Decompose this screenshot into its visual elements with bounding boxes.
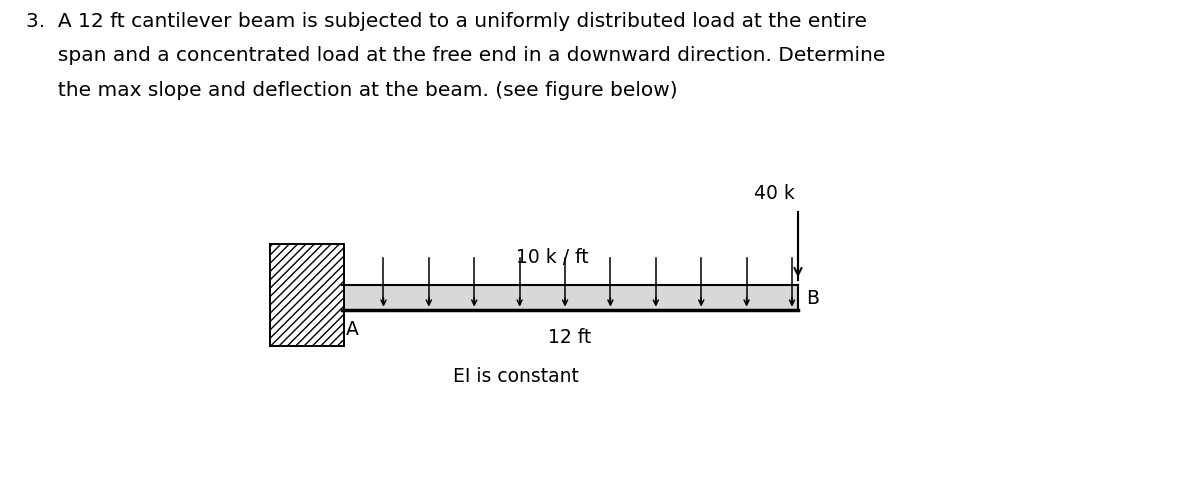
Text: the max slope and deflection at the beam. (see figure below): the max slope and deflection at the beam…: [26, 81, 678, 100]
Bar: [342, 285, 798, 310]
Text: 3.  A 12 ft cantilever beam is subjected to a uniformly distributed load at the : 3. A 12 ft cantilever beam is subjected …: [26, 12, 868, 31]
Text: 40 k: 40 k: [754, 183, 794, 203]
Text: A: A: [346, 320, 359, 339]
FancyBboxPatch shape: [270, 244, 344, 346]
Text: B: B: [806, 288, 820, 307]
Text: 10 k / ft: 10 k / ft: [516, 247, 588, 266]
Text: 12 ft: 12 ft: [548, 327, 592, 346]
Text: span and a concentrated load at the free end in a downward direction. Determine: span and a concentrated load at the free…: [26, 46, 886, 65]
Text: EI is constant: EI is constant: [454, 366, 578, 385]
